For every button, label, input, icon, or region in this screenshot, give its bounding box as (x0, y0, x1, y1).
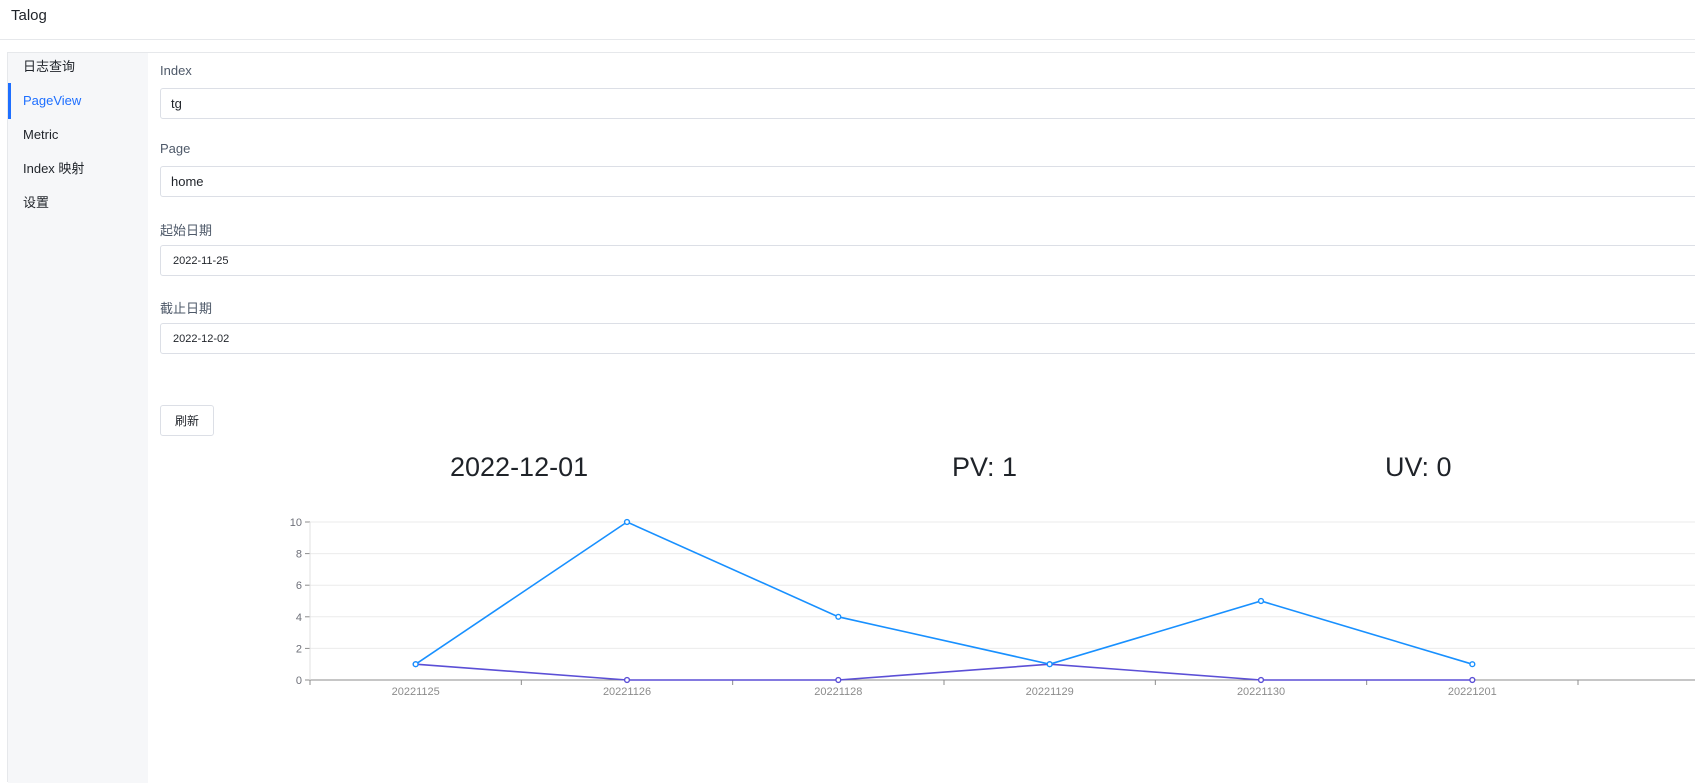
series-0-point (1046, 661, 1053, 668)
app-frame: 日志查询 PageView Metric Index 映射 设置 Index P… (7, 52, 1695, 783)
series-0-point (623, 518, 631, 526)
page-label: Page (160, 141, 191, 156)
series-0-point (1469, 661, 1476, 668)
series-1-point (1257, 676, 1265, 684)
sidebar-item-index-mapping[interactable]: Index 映射 (23, 161, 85, 176)
x-tick-label: 20221201 (1448, 686, 1497, 698)
y-tick-label: 8 (296, 549, 302, 561)
x-tick-label: 20221130 (1237, 686, 1285, 698)
series-0-point (835, 613, 842, 620)
sidebar-item-settings[interactable]: 设置 (23, 195, 50, 210)
x-tick-label: 20221128 (814, 686, 862, 698)
series-1-point (835, 676, 842, 684)
stat-date: 2022-12-01 (450, 452, 589, 482)
page-input[interactable] (160, 166, 1695, 197)
top-bar: Talog (0, 0, 1695, 40)
pageview-line-chart: 0 2 4 6 8 10 20221125 20221126 20221128 20221129 2… (290, 517, 1695, 698)
y-tick-label: 0 (296, 675, 302, 687)
series-0-line (415, 521, 1473, 666)
end-date-label: 截止日期 (160, 301, 213, 316)
x-tick-label: 20221126 (603, 686, 651, 698)
end-date-input[interactable] (160, 323, 1695, 354)
x-tick-label: 20221129 (1026, 686, 1074, 698)
series-0-point (1257, 597, 1265, 605)
sidebar-item-pageview[interactable]: PageView (8, 83, 148, 119)
sidebar-item-metric[interactable]: Metric (23, 127, 59, 142)
index-input[interactable] (160, 88, 1695, 119)
y-tick-label: 6 (296, 580, 302, 592)
app-title: Talog (11, 7, 47, 24)
sidebar: 日志查询 PageView Metric Index 映射 设置 (8, 53, 148, 783)
y-tick-label: 2 (296, 643, 302, 655)
y-tick-label: 4 (296, 612, 302, 624)
x-tick-label: 20221125 (392, 686, 440, 698)
index-label: Index (160, 63, 192, 78)
sidebar-item-log-query[interactable]: 日志查询 (23, 59, 76, 74)
series-1-line (415, 663, 1473, 681)
main-panel: Index Page 起始日期 截止日期 刷新 2022-12-01 PV: 1… (148, 53, 1695, 783)
y-tick-label: 10 (290, 517, 302, 529)
start-date-label: 起始日期 (160, 223, 213, 238)
series-1-point (623, 676, 631, 684)
series-1-point (1469, 676, 1476, 684)
stat-uv: UV: 0 (1385, 452, 1452, 482)
stat-pv: PV: 1 (952, 452, 1018, 482)
series-0-point (412, 661, 419, 668)
start-date-input[interactable] (160, 245, 1695, 276)
refresh-button[interactable]: 刷新 (160, 405, 214, 436)
